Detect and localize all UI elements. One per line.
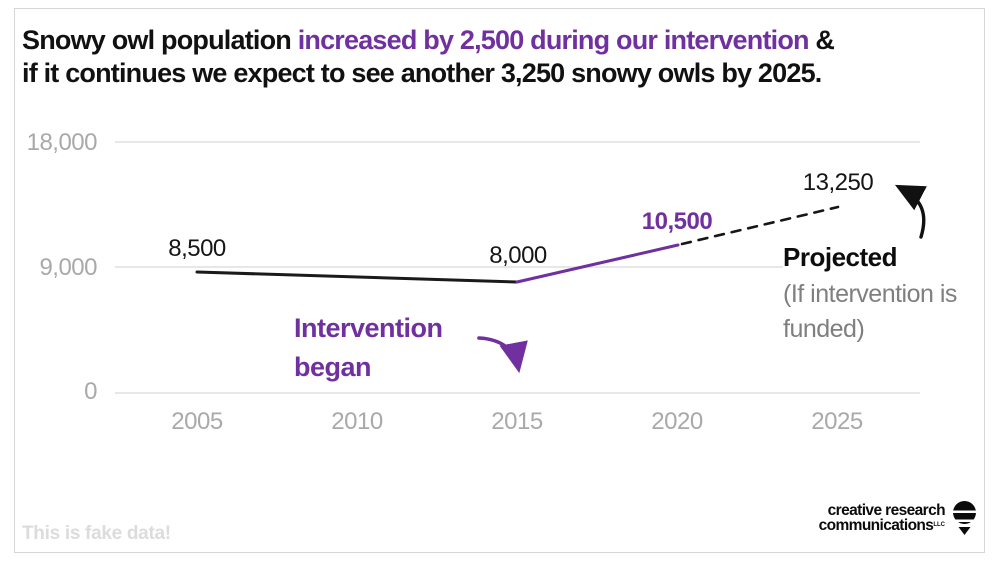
page-title: Snowy owl population increased by 2,500 … <box>22 24 972 90</box>
projected-arrow <box>894 184 927 239</box>
logo-line-2: communications <box>818 517 934 534</box>
data-label-2005: 8,500 <box>168 235 226 262</box>
company-logo: creative research communicationsLLC <box>819 501 979 535</box>
annotation-projected-title: Projected <box>783 242 898 272</box>
series-intervention-line <box>515 243 680 284</box>
data-label-2020: 10,500 <box>641 208 713 235</box>
logo-line-1: creative research <box>827 502 946 519</box>
x-tick-2015: 2015 <box>491 408 543 435</box>
series-observed-line <box>195 270 519 284</box>
data-label-2025: 13,250 <box>802 169 874 196</box>
fake-data-disclaimer: This is fake data! <box>22 523 171 544</box>
y-tick-9000: 9,000 <box>39 254 97 281</box>
title-segment-4: if it continues we expect to see another… <box>22 58 822 88</box>
y-tick-0: 0 <box>84 378 97 405</box>
x-tick-2010: 2010 <box>331 408 383 435</box>
title-segment-1: Snowy owl population <box>22 25 298 55</box>
annotation-projected: Projected (If intervention is funded) <box>783 242 983 347</box>
x-tick-2025: 2025 <box>811 408 863 435</box>
y-tick-18000: 18,000 <box>26 129 98 156</box>
title-segment-3: & <box>808 25 835 55</box>
series-projected-line <box>680 205 840 246</box>
x-tick-2020: 2020 <box>651 408 703 435</box>
company-logo-text: creative research communicationsLLC <box>818 502 946 534</box>
title-highlight: increased by 2,500 during our interventi… <box>297 25 810 55</box>
annotation-projected-subtext: (If intervention is funded) <box>783 280 957 343</box>
intervention-arrow <box>477 336 528 374</box>
data-label-2015: 8,000 <box>489 242 547 269</box>
annotation-intervention-began: Intervention began <box>294 313 443 382</box>
x-tick-2005: 2005 <box>171 408 223 435</box>
logo-llc-suffix: LLC <box>933 522 945 528</box>
hot-air-balloon-icon <box>953 501 976 535</box>
